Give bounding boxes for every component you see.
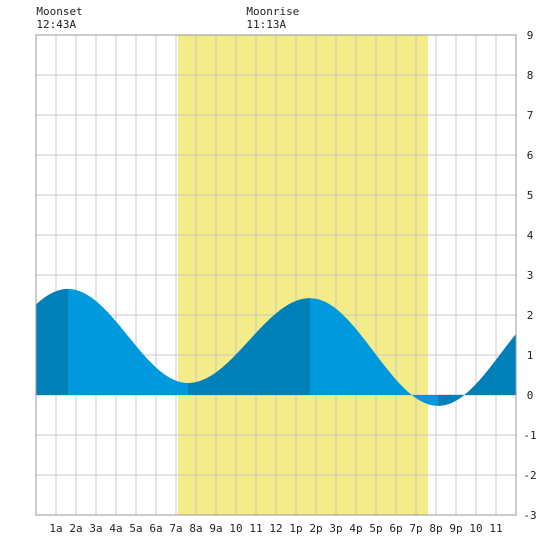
x-tick-label: 10 bbox=[469, 522, 482, 535]
moon-event-time: 11:13A bbox=[246, 18, 286, 31]
x-tick-label: 1a bbox=[49, 522, 62, 535]
y-tick-label: 8 bbox=[527, 69, 534, 82]
y-tick-label: 3 bbox=[527, 269, 534, 282]
y-tick-label: 2 bbox=[527, 309, 534, 322]
x-tick-label: 12 bbox=[269, 522, 282, 535]
tide-layer bbox=[36, 289, 516, 406]
y-tick-label: -1 bbox=[523, 429, 536, 442]
x-tick-label: 7a bbox=[169, 522, 182, 535]
moon-event-name: Moonrise bbox=[246, 5, 299, 18]
tide-area-shade bbox=[438, 333, 516, 406]
x-tick-label: 11 bbox=[489, 522, 502, 535]
y-tick-label: 9 bbox=[527, 29, 534, 42]
x-tick-label: 9p bbox=[449, 522, 462, 535]
x-tick-label: 11 bbox=[249, 522, 262, 535]
x-tick-label: 9a bbox=[209, 522, 222, 535]
x-tick-label: 7p bbox=[409, 522, 422, 535]
x-tick-label: 6a bbox=[149, 522, 162, 535]
y-tick-label: 5 bbox=[527, 189, 534, 202]
tide-area-shade bbox=[36, 289, 68, 395]
y-tick-label: 7 bbox=[527, 109, 534, 122]
x-tick-label: 3p bbox=[329, 522, 342, 535]
x-tick-label: 1p bbox=[289, 522, 302, 535]
x-tick-label: 8p bbox=[429, 522, 442, 535]
x-tick-label: 2p bbox=[309, 522, 322, 535]
grid-layer bbox=[35, 34, 517, 516]
y-tick-label: 0 bbox=[527, 389, 534, 402]
moon-event-time: 12:43A bbox=[36, 18, 76, 31]
x-tick-label: 4a bbox=[109, 522, 122, 535]
x-tick-label: 5p bbox=[369, 522, 382, 535]
axis-layer: 1a 2a 3a 4a 5a 6a 7a 8a 9a 10 11 12 1p 2p 3p 4p 5p 6p 7p 8p… bbox=[35, 29, 537, 535]
x-tick-label: 4p bbox=[349, 522, 362, 535]
y-tick-label: 1 bbox=[527, 349, 534, 362]
moon-event-name: Moonset bbox=[36, 5, 82, 18]
x-tick-label: 10 bbox=[229, 522, 242, 535]
y-tick-label: -2 bbox=[523, 469, 536, 482]
y-tick-label: 6 bbox=[527, 149, 534, 162]
tide-area-shade bbox=[188, 298, 310, 395]
y-tick-label: -3 bbox=[523, 509, 536, 522]
y-tick-label: 4 bbox=[527, 229, 534, 242]
x-tick-label: 2a bbox=[69, 522, 82, 535]
x-tick-label: 3a bbox=[89, 522, 102, 535]
x-tick-label: 8a bbox=[189, 522, 202, 535]
plot-frame bbox=[35, 34, 517, 516]
x-tick-label: 6p bbox=[389, 522, 402, 535]
x-tick-label: 5a bbox=[129, 522, 142, 535]
